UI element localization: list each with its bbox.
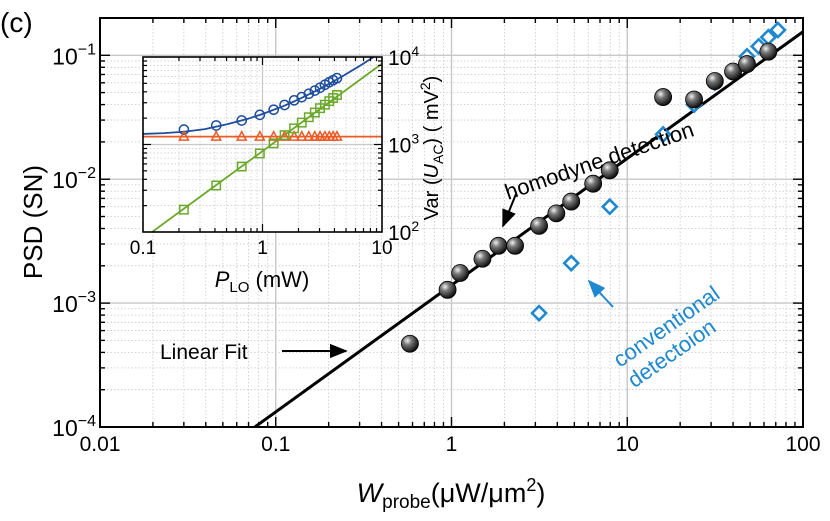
inset-y-tick-label: 103 [388, 131, 419, 158]
main-y-tick-label-exp: −1 [78, 41, 96, 58]
homodyne-point [452, 264, 469, 281]
main-y-tick-label: 10−2 [52, 165, 96, 193]
main-x-tick-label: 10 [616, 433, 639, 456]
inset-x-label-main: P [215, 267, 230, 292]
inset-y-label-pre: Var ( [421, 178, 443, 220]
y-axis-label: PSD (SN) [18, 165, 48, 279]
chart-figure: (c) 0.01 0.1 1 10 10010−410−310−210−1 PSD (S… [0, 0, 830, 521]
inset-y-tick-label-base: 10 [388, 135, 411, 158]
panel-label: (c) [0, 7, 33, 38]
inset-y-tick-label-exp: 2 [411, 218, 419, 234]
homodyne-point [490, 237, 507, 254]
main-y-tick-label-exp: −3 [78, 289, 96, 306]
main-y-tick-label-exp: −4 [78, 413, 96, 430]
x-axis-label-sub: probe [382, 492, 431, 513]
inset-y-axis-label: Var (UAC) ( mV2) [417, 76, 446, 221]
homodyne-point [401, 335, 418, 352]
homodyne-point [531, 217, 548, 234]
main-x-tick-label: 0.1 [261, 433, 290, 456]
main-y-tick-label-base: 10 [52, 167, 78, 193]
x-axis-label-close: ) [536, 478, 545, 508]
homodyne-point [655, 89, 672, 106]
inset-y-tick-label-base: 10 [388, 47, 411, 70]
inset-y-label-sup: 2 [417, 82, 433, 90]
homodyne-point [439, 281, 456, 298]
inset-x-tick-label: 1 [257, 238, 268, 259]
conventional-point [603, 200, 617, 214]
inset-y-tick-label-exp: 3 [411, 131, 419, 147]
homodyne-point [760, 43, 777, 60]
main-y-tick-label-exp: −2 [78, 165, 96, 182]
main-y-tick-label: 10−3 [52, 289, 96, 317]
inset-x-label-units: (mW) [249, 267, 309, 292]
inset-x-axis-label: PLO (mW) [215, 267, 310, 296]
main-y-tick-label: 10−1 [52, 41, 96, 69]
main-y-tick-label-base: 10 [52, 415, 78, 441]
homodyne-point [474, 250, 491, 267]
conventional-point [564, 256, 578, 270]
homodyne-point [686, 91, 703, 108]
annotation-linear-fit: Linear Fit [160, 341, 248, 364]
x-axis-label-main: W [357, 478, 385, 508]
inset-y-label-sub: AC [430, 145, 446, 164]
homodyne-point [738, 56, 755, 73]
x-axis-label-units: (μW/μm [431, 478, 527, 508]
inset-x-label-sub: LO [229, 279, 249, 296]
inset-gridlines [143, 57, 382, 232]
main-x-tick-label: 1 [446, 433, 458, 456]
inset-y-label-post: ) ( mV [421, 89, 443, 144]
main-y-tick-label-base: 10 [52, 43, 78, 69]
inset-x-tick-label: 0.1 [130, 238, 156, 259]
inset-y-tick-label: 102 [388, 218, 419, 245]
inset-y-label-main: U [421, 163, 443, 178]
annotation-conventional: conventionaldetectoion [609, 281, 739, 393]
inset-y-label-end: ) [421, 76, 443, 83]
main-x-tick-label: 0.01 [80, 433, 121, 456]
main-y-tick-label-base: 10 [52, 291, 78, 317]
x-axis-label: Wprobe(μW/μm2) [357, 475, 546, 513]
main-x-tick-label: 100 [785, 433, 820, 456]
inset-y-tick-label: 104 [388, 43, 419, 70]
conventional-point [532, 306, 546, 320]
homodyne-point [706, 73, 723, 90]
inset-y-tick-label-exp: 4 [411, 43, 419, 59]
inset-y-tick-label-base: 10 [388, 222, 411, 245]
homodyne-point [548, 205, 565, 222]
homodyne-point [507, 237, 524, 254]
homodyne-point [563, 193, 580, 210]
x-axis-label-sup: 2 [526, 475, 536, 495]
